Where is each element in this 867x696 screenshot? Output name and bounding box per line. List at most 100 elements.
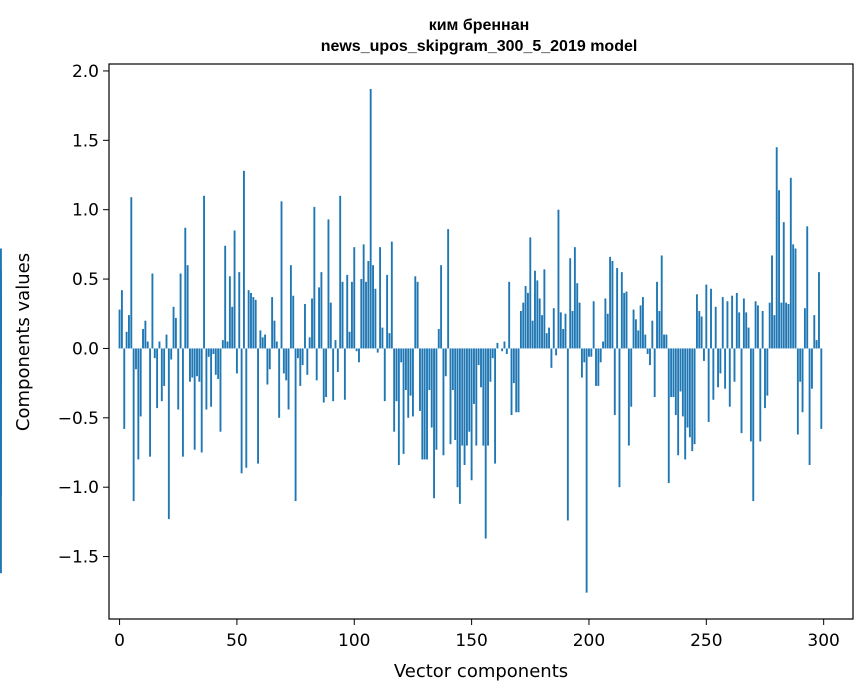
bar-16 — [156, 348, 159, 409]
bar-159 — [491, 348, 494, 359]
bar-264 — [738, 312, 741, 349]
x-tick-label: 100 — [338, 631, 370, 651]
bar-25 — [177, 348, 180, 410]
bar-5 — [130, 197, 133, 349]
bar-154 — [480, 348, 482, 388]
bar-260 — [728, 348, 731, 407]
bar-283 — [782, 222, 785, 349]
bar-54 — [245, 348, 248, 468]
bar-3 — [125, 331, 128, 349]
bar-270 — [752, 348, 755, 502]
bar-series — [0, 88, 823, 593]
bar-218 — [630, 348, 633, 407]
bar-256 — [719, 348, 722, 374]
bar-97 — [346, 274, 349, 349]
bar-292 — [803, 308, 806, 349]
bar-145 — [458, 348, 461, 504]
bar-52 — [240, 348, 243, 474]
bar-99 — [350, 281, 353, 349]
bar-58 — [254, 299, 257, 349]
bar-110 — [376, 348, 379, 353]
bar-51 — [238, 272, 241, 349]
bar-undefined — [0, 344, 2, 349]
bar-15 — [153, 348, 156, 359]
bar-210 — [611, 261, 614, 349]
bar-132 — [428, 348, 431, 391]
bar-29 — [186, 265, 189, 349]
bar-157 — [487, 348, 489, 446]
bar-61 — [261, 337, 264, 349]
bar-136 — [437, 329, 440, 349]
bar-86 — [320, 272, 323, 349]
bar-76 — [296, 348, 299, 359]
bar-249 — [703, 348, 705, 361]
bar-177 — [534, 270, 536, 349]
x-tick-label: 250 — [690, 631, 722, 651]
bar-83 — [313, 206, 316, 349]
bar-129 — [421, 348, 424, 460]
bar-186 — [555, 348, 558, 356]
bar-148 — [465, 348, 468, 446]
bar-235 — [670, 348, 673, 397]
bar-251 — [707, 348, 710, 422]
bar-128 — [419, 348, 421, 411]
bar-175 — [529, 237, 532, 349]
bar-139 — [444, 348, 447, 377]
bar-35 — [200, 348, 203, 453]
x-tick-label: 200 — [573, 631, 605, 651]
bar-178 — [536, 280, 539, 349]
bar-71 — [285, 348, 288, 381]
y-axis-label: Components values — [13, 253, 34, 431]
bar-199 — [585, 348, 588, 593]
bar-250 — [705, 284, 708, 349]
bar-293 — [806, 226, 809, 349]
bar-67 — [275, 341, 278, 349]
bar-214 — [620, 272, 623, 349]
bar-257 — [721, 297, 724, 349]
bar-212 — [616, 267, 619, 349]
bar-194 — [573, 247, 576, 349]
bar-0 — [118, 309, 121, 349]
bar-174 — [527, 292, 529, 349]
bar-227 — [651, 320, 654, 349]
bar-242 — [686, 348, 689, 428]
bar-22 — [170, 348, 173, 360]
bar-172 — [522, 302, 525, 349]
bar-45 — [224, 245, 227, 349]
bar-248 — [700, 316, 703, 349]
bar-119 — [397, 348, 400, 465]
bar-137 — [440, 265, 443, 349]
bar-81 — [308, 337, 311, 349]
bar-263 — [735, 292, 738, 349]
bar-252 — [710, 288, 712, 349]
bar-183 — [548, 327, 550, 349]
bar-239 — [679, 348, 682, 392]
bar-286 — [789, 177, 792, 349]
x-tick-label: 50 — [226, 631, 248, 651]
bar-234 — [667, 348, 670, 484]
bar-131 — [426, 348, 428, 460]
bar-299 — [820, 348, 823, 429]
bar-85 — [318, 287, 320, 349]
bar-165 — [505, 348, 508, 354]
bar-269 — [749, 348, 752, 442]
bar-202 — [592, 301, 595, 349]
bar-160 — [494, 348, 497, 464]
bar-232 — [663, 334, 666, 349]
bar-173 — [524, 286, 527, 349]
bar-274 — [761, 310, 764, 349]
bar-13 — [149, 348, 152, 457]
y-tick-label: 1.0 — [72, 201, 99, 221]
bar-135 — [435, 348, 438, 450]
bar-258 — [724, 348, 727, 389]
bar-161 — [496, 342, 499, 349]
bar-93 — [336, 348, 339, 373]
bar-245 — [693, 348, 696, 445]
y-tick-label: −1.0 — [58, 478, 99, 498]
plot-frame — [108, 63, 854, 620]
bar-38 — [207, 348, 210, 357]
bar-229 — [656, 281, 658, 349]
bar-90 — [329, 302, 332, 349]
bar-21 — [167, 348, 170, 520]
bar-287 — [792, 244, 795, 349]
